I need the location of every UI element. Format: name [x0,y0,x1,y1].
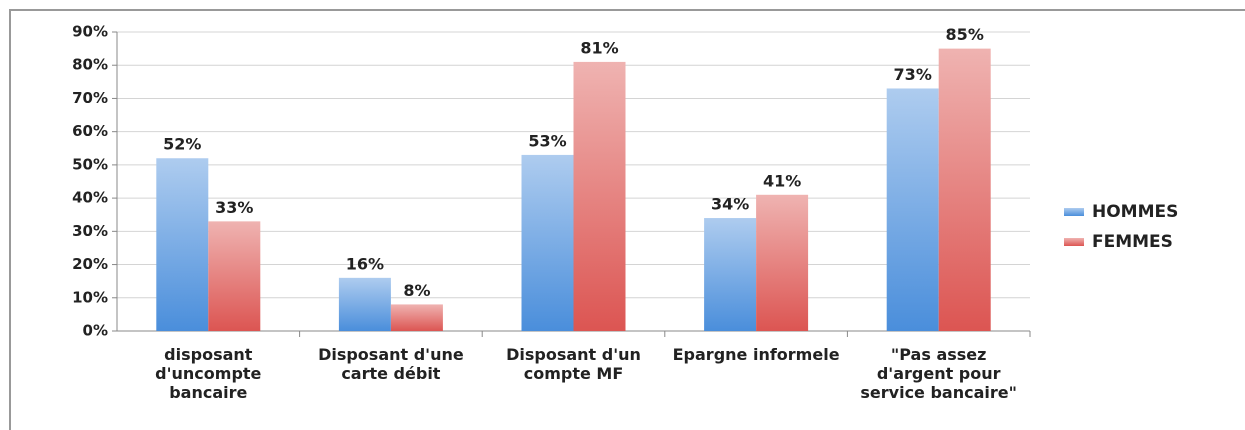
bar [938,48,991,331]
y-tick-label: 20% [72,255,108,273]
x-tick-label: "Pas assez d'argent pour service bancair… [860,345,1017,402]
bar [390,304,443,331]
data-label: 34% [711,195,749,214]
bar [208,221,261,331]
y-tick-label: 30% [72,222,108,240]
bar [704,218,757,331]
data-label: 41% [763,171,801,190]
frame [9,9,1245,430]
x-tick-label: Disposant d'une carte débit [318,345,464,383]
y-tick-label: 0% [83,322,108,340]
bar [573,61,626,332]
y-tick-label: 60% [72,122,108,140]
bar [886,88,939,331]
legend-label: FEMMES [1092,232,1173,252]
bar [521,154,574,331]
y-tick-label: 90% [72,23,108,41]
legend-swatch [1064,238,1084,246]
x-tick-label: Disposant d'un compte MF [506,345,641,383]
data-label: 53% [528,131,566,150]
legend-label: HOMMES [1092,202,1178,222]
data-label: 52% [163,135,201,154]
data-label: 8% [403,281,430,300]
y-tick-label: 10% [72,288,108,306]
x-tick-label: Epargne informele [672,345,840,364]
bar [338,277,391,331]
legend-swatch [1064,208,1084,216]
data-label: 85% [946,25,984,44]
data-label: 81% [580,38,618,57]
x-tick-label: disposant d'uncompte bancaire [155,345,262,402]
y-tick-label: 70% [72,89,108,107]
bar [756,194,809,331]
y-tick-label: 80% [72,56,108,74]
data-label: 16% [346,254,384,273]
y-tick-label: 50% [72,155,108,173]
bar [156,158,209,331]
data-label: 33% [215,198,253,217]
y-tick-label: 40% [72,189,108,207]
data-label: 73% [894,65,932,84]
